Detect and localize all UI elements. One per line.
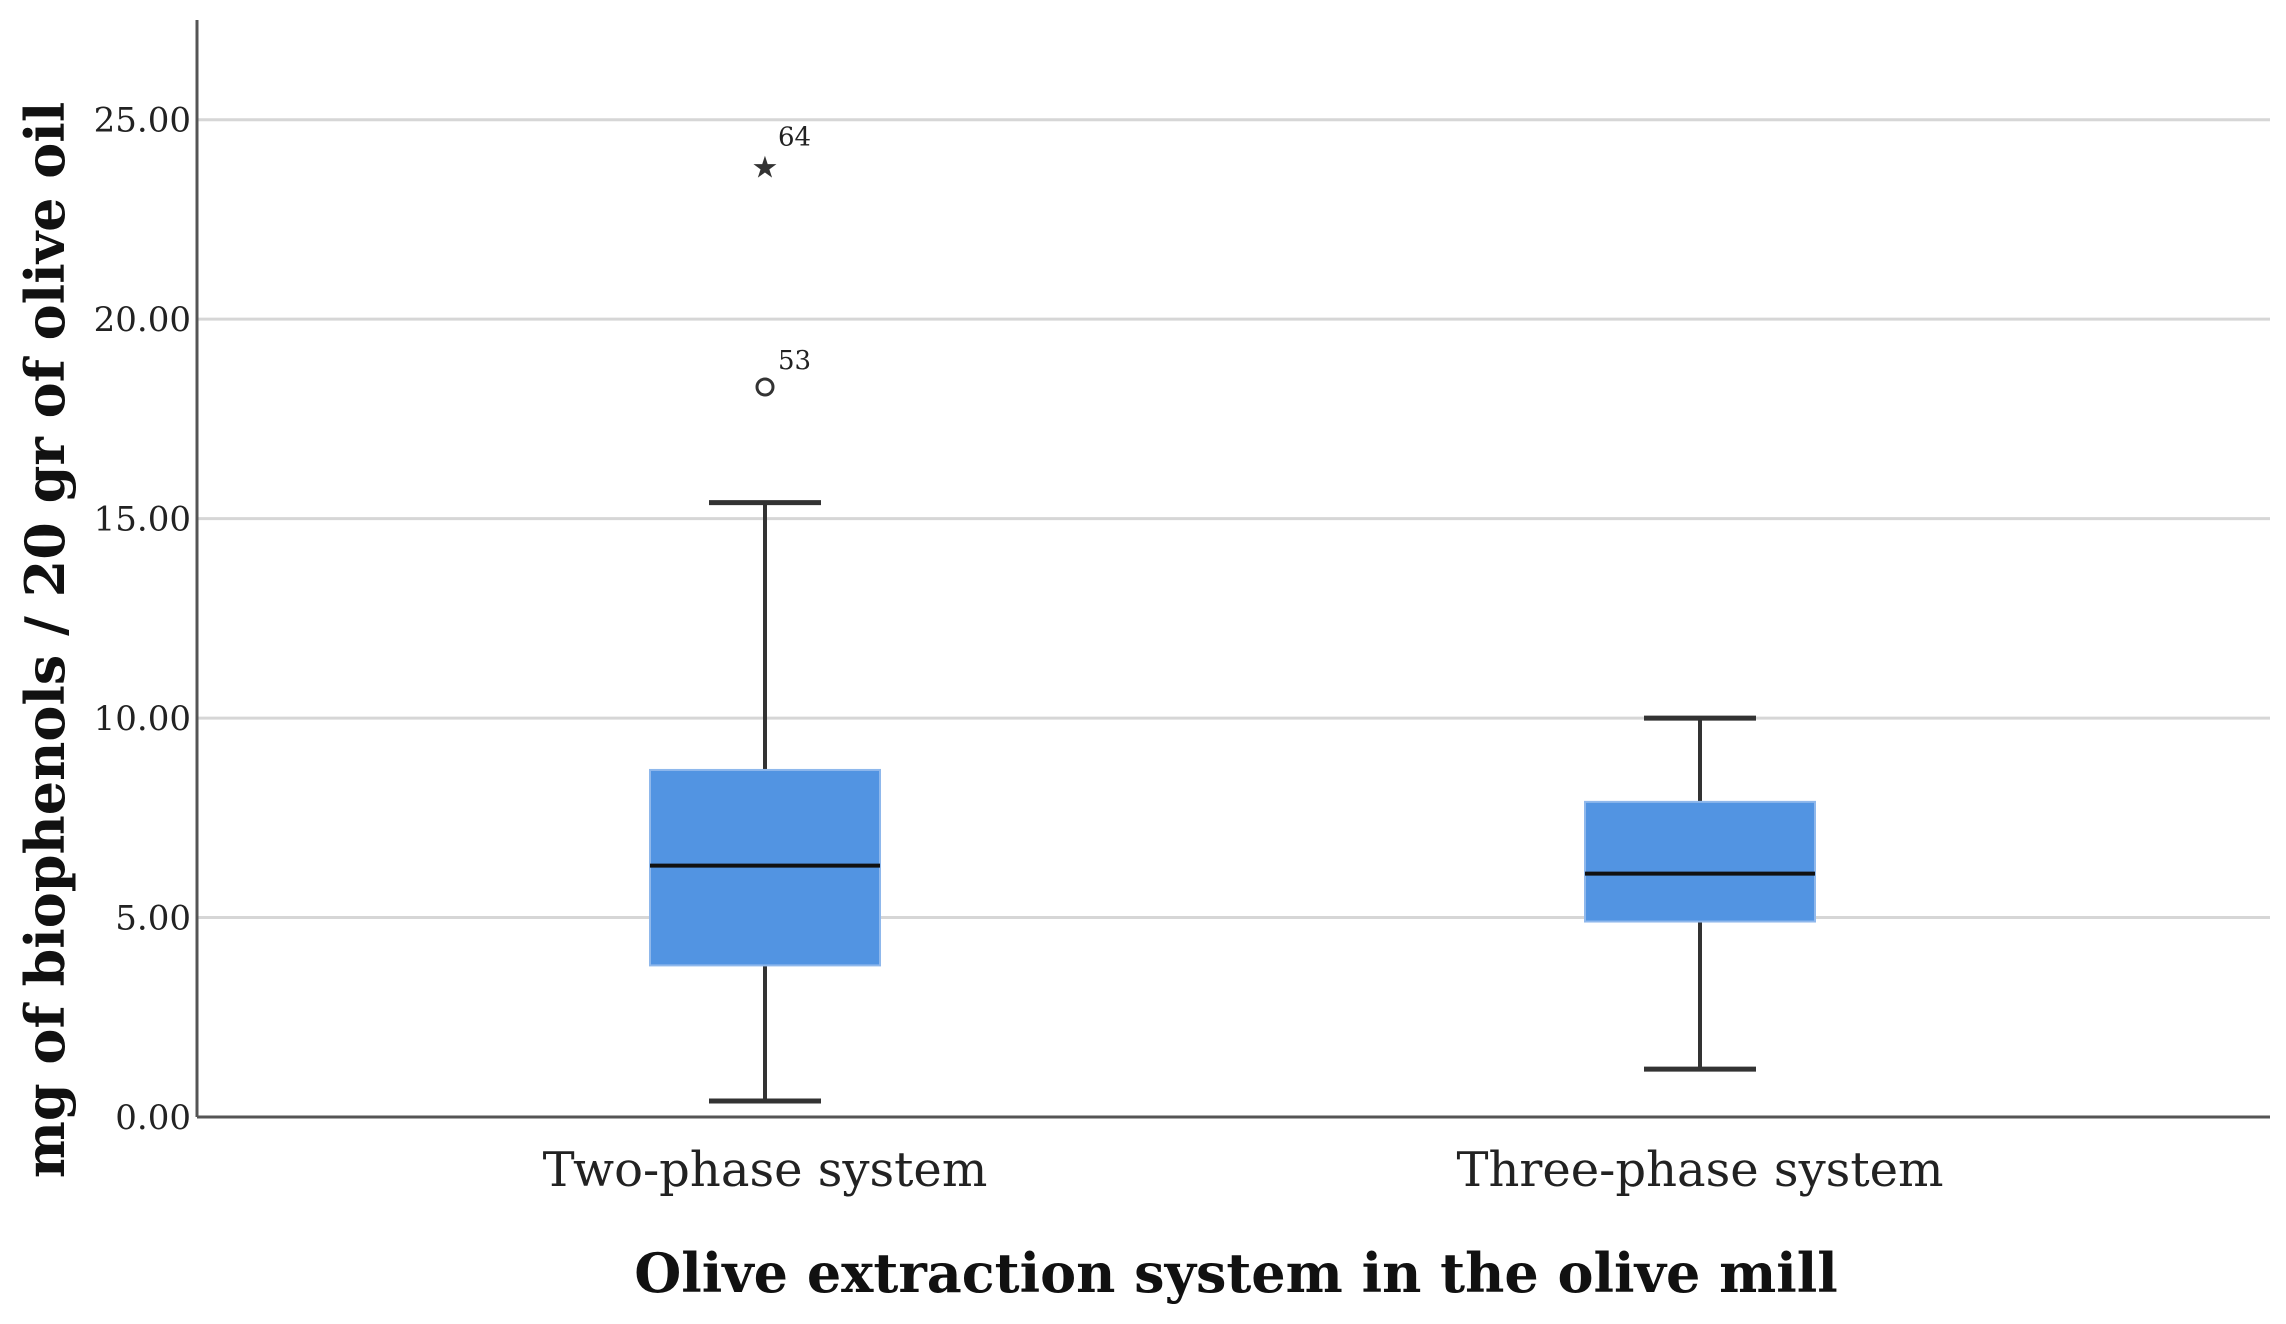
y-tick-label: 10.00 (94, 699, 191, 739)
y-axis-title: mg of biophenols / 20 gr of olive oil (13, 102, 77, 1179)
y-tick-label: 5.00 (115, 899, 191, 939)
box-group: 53 ★64 (649, 123, 881, 1104)
y-tick-label: 25.00 (94, 101, 191, 141)
labels: Olive extraction system in the olive mil… (13, 102, 1838, 1305)
y-tick-label: 0.00 (115, 1098, 191, 1138)
outlier-circle (755, 377, 775, 397)
outlier-star: ★ (752, 151, 779, 186)
outlier-label: 53 (778, 346, 811, 376)
y-tick-label: 15.00 (94, 500, 191, 540)
x-axis-title: Olive extraction system in the olive mil… (634, 1241, 1838, 1305)
x-tick-label: Two-phase system (543, 1142, 988, 1198)
boxes: 53 ★64 (649, 123, 1816, 1104)
box-group (1584, 715, 1816, 1072)
iqr-box (1584, 800, 1816, 923)
outlier-label: 64 (778, 123, 811, 153)
y-tick-label: 20.00 (94, 300, 191, 340)
gridlines (197, 118, 2270, 920)
axes: 0.00 5.00 10.00 15.00 20.00 25.00 Two-phase sy… (94, 20, 2270, 1198)
x-tick-label: Three-phase system (1456, 1142, 1943, 1198)
